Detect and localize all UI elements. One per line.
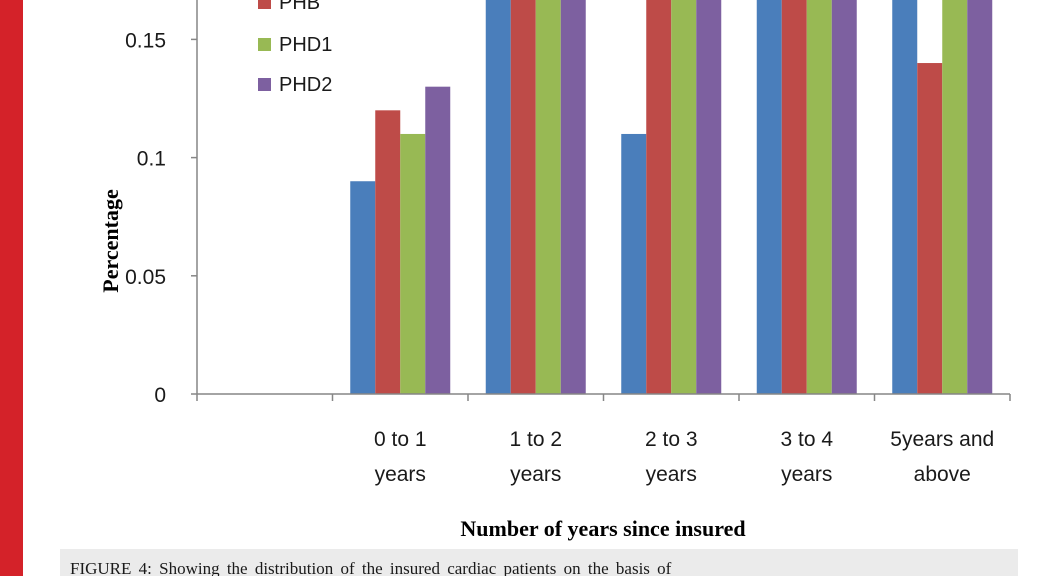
bar-phb xyxy=(510,0,536,394)
bar-phb xyxy=(646,0,672,394)
bar-series-1 xyxy=(892,0,918,394)
bar-phd2 xyxy=(967,0,993,394)
x-tick-label: years xyxy=(510,463,561,486)
x-tick-label: years xyxy=(781,463,832,486)
bar-phb xyxy=(781,0,807,394)
x-tick-label: 0 to 1 xyxy=(374,428,427,451)
y-axis-label: Percentage xyxy=(98,189,123,293)
bar-series-1 xyxy=(621,133,647,394)
y-tick-label: 0 xyxy=(154,384,166,407)
bar-phb xyxy=(917,63,943,394)
legend-label: PHD1 xyxy=(279,34,332,56)
x-tick-label: years xyxy=(375,463,426,486)
figure-caption: FIGURE 4: Showing the distribution of th… xyxy=(60,549,1018,576)
x-tick-label: years xyxy=(646,463,697,486)
bar-phd2 xyxy=(425,86,451,395)
bar-series-1 xyxy=(756,0,782,394)
legend-label: PHD2 xyxy=(279,74,332,96)
x-tick-label: 2 to 3 xyxy=(645,428,698,451)
legend-label: PHB xyxy=(279,0,320,14)
bar-phd2 xyxy=(560,0,586,394)
bar-series-1 xyxy=(485,0,511,394)
bar-phd1 xyxy=(535,0,561,394)
bar-phd1 xyxy=(400,133,426,394)
bar-phd1 xyxy=(942,0,968,394)
bar-phd1 xyxy=(671,0,697,394)
x-tick-label: 3 to 4 xyxy=(780,428,833,451)
bar-phb xyxy=(375,110,401,394)
legend-swatch xyxy=(258,38,271,51)
x-tick-label: 5years and xyxy=(890,428,994,451)
x-tick-label: 1 to 2 xyxy=(509,428,562,451)
bar-phd2 xyxy=(831,0,857,394)
bar-series-1 xyxy=(350,181,376,394)
legend-swatch xyxy=(258,78,271,91)
y-tick-label: 0.15 xyxy=(125,29,166,52)
x-axis-label: Number of years since insured xyxy=(460,516,745,541)
y-tick-label: 0.1 xyxy=(137,148,166,171)
x-tick-label: above xyxy=(914,463,971,486)
bar-phd2 xyxy=(696,0,722,394)
bar-phd1 xyxy=(806,0,832,394)
y-tick-label: 0.05 xyxy=(125,266,166,289)
legend-swatch xyxy=(258,0,271,9)
red-side-stripe xyxy=(0,0,23,576)
